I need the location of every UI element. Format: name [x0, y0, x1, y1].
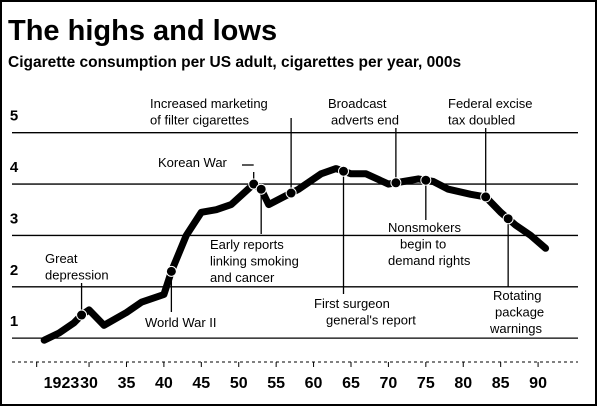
annotation-text: Nonsmokers [388, 220, 461, 235]
annotation-text: Increased marketing [150, 96, 268, 111]
x-tick-label: 30 [80, 375, 98, 392]
x-tick-label: 40 [155, 375, 173, 392]
chart-subtitle: Cigarette consumption per US adult, ciga… [8, 54, 461, 71]
annotation-text: Early reports [210, 237, 284, 252]
annotation-marker [165, 265, 177, 277]
annotation-marker [76, 309, 88, 321]
y-tick-label: 5 [10, 108, 18, 125]
annotation-marker [285, 187, 297, 199]
annotation-text: and cancer [210, 270, 275, 285]
annotation-text: Rotating [493, 288, 541, 303]
x-tick-label: 55 [267, 375, 285, 392]
data-line [40, 165, 550, 344]
chart-title: The highs and lows [8, 15, 277, 47]
annotation-text: adverts end [331, 113, 399, 128]
x-tick-label: 50 [230, 375, 248, 392]
annotation-text: of filter cigarettes [150, 113, 249, 128]
annotation-text: package [495, 305, 544, 320]
y-tick-label: 3 [10, 210, 18, 227]
x-tick-label: 35 [118, 375, 136, 392]
annotation-marker [338, 165, 350, 177]
x-tick-label: 90 [529, 375, 547, 392]
annotation-marker [480, 191, 492, 203]
annotation-text: begin to [400, 237, 446, 252]
annotation-text: Federal excise [448, 96, 533, 111]
annotation-text: linking smoking [210, 254, 299, 269]
x-tick-label: 75 [417, 375, 435, 392]
annotation-text: demand rights [388, 253, 471, 268]
annotation-text: Korean War [158, 155, 228, 170]
y-tick-label: 4 [10, 159, 19, 176]
annotation-text: general's report [326, 313, 416, 328]
y-tick-label: 2 [10, 262, 18, 279]
x-tick-label: 45 [192, 375, 210, 392]
annotation-marker [502, 213, 514, 225]
x-tick-label: 65 [342, 375, 360, 392]
x-tick-label: 80 [454, 375, 472, 392]
x-tick-label: 1923 [44, 375, 80, 392]
y-tick-label: 1 [10, 313, 18, 330]
annotation-text: World War II [145, 315, 217, 330]
annotation-marker [248, 178, 260, 190]
annotation-text: depression [45, 268, 109, 283]
annotation-marker [255, 183, 267, 195]
annotation-text: First surgeon [314, 296, 390, 311]
x-tick-label: 60 [305, 375, 323, 392]
annotation-marker [390, 177, 402, 189]
annotation-marker [420, 174, 432, 186]
annotation-text: tax doubled [448, 113, 515, 128]
annotation-text: warnings [489, 321, 543, 336]
annotation-text: Great [45, 251, 78, 266]
x-tick-label: 85 [492, 375, 510, 392]
x-tick-label: 70 [380, 375, 398, 392]
annotation-text: Broadcast [328, 96, 387, 111]
